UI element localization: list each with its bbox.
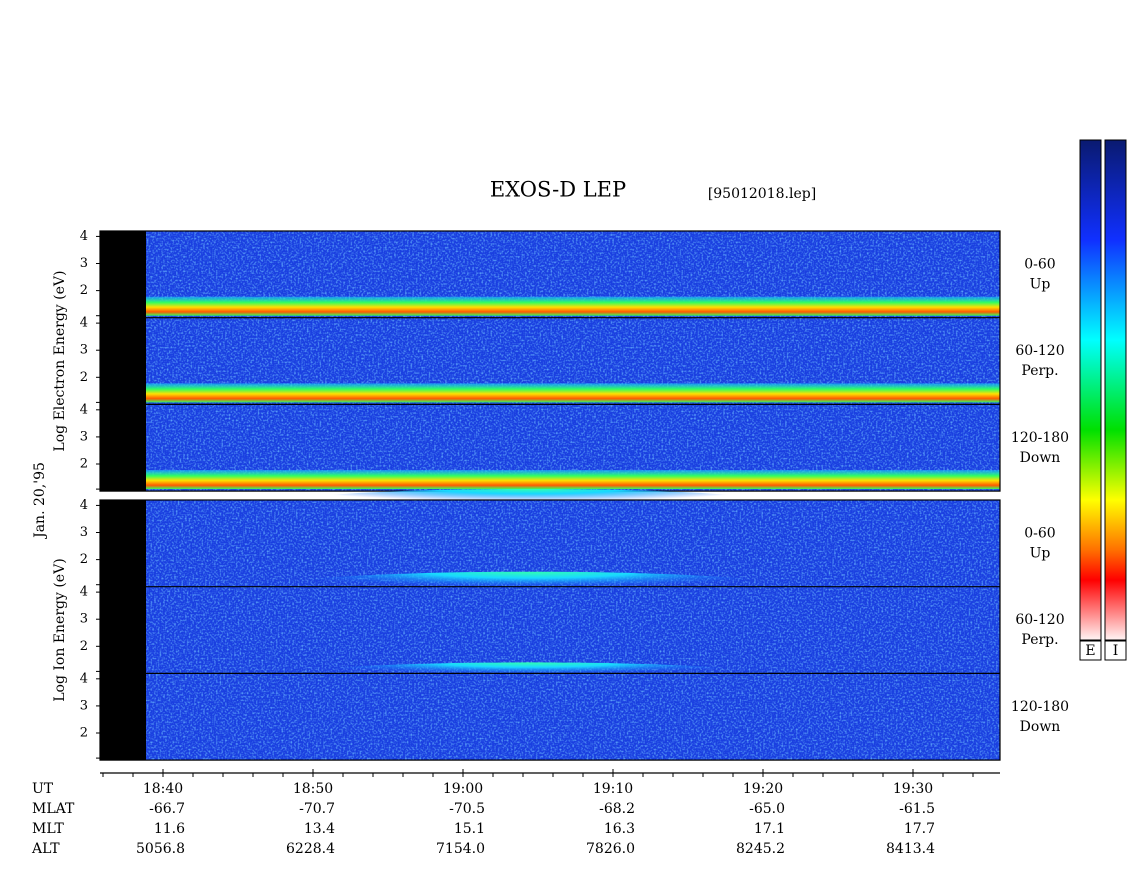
electron-band (145, 383, 1000, 403)
orbit-label: MLT (32, 821, 64, 837)
y-tick-label: 2 (80, 552, 88, 567)
x-tick-label: 19:00 (443, 781, 483, 797)
y-tick-label: 3 (80, 343, 88, 358)
title: EXOS-D LEP (490, 178, 626, 202)
strip-direction: Down (1020, 719, 1061, 735)
orbit-value: 16.3 (604, 821, 635, 837)
strip-direction: Down (1020, 450, 1061, 466)
strip-direction: Up (1030, 276, 1051, 292)
color-bar-label: E (1085, 643, 1095, 659)
y-tick-label: 4 (80, 671, 88, 686)
strip-direction: Up (1030, 545, 1051, 561)
color-bar (1079, 139, 1102, 641)
y-tick-label: 3 (80, 612, 88, 627)
ion-arc (300, 662, 760, 687)
orbit-value: 15.1 (454, 821, 485, 837)
color-bar (1104, 139, 1127, 641)
x-axis-label: UT (32, 781, 54, 797)
strip-angle: 60-120 (1015, 343, 1064, 359)
y-axis-label: Log Ion Energy (eV) (52, 558, 68, 701)
y-tick-label: 2 (80, 283, 88, 298)
strip-angle: 0-60 (1024, 256, 1055, 272)
electron-band (145, 296, 1000, 316)
color-bar-box (1104, 640, 1127, 661)
strip-angle: 60-120 (1015, 612, 1064, 628)
orbit-value: 5056.8 (136, 841, 185, 857)
orbit-value: 6228.4 (286, 841, 335, 857)
y-tick-label: 4 (80, 402, 88, 417)
strip-angle: 120-180 (1011, 430, 1069, 446)
electron-band (145, 470, 1000, 490)
y-tick-label: 2 (80, 726, 88, 741)
y-tick-label: 2 (80, 457, 88, 472)
y-tick-label: 3 (80, 698, 88, 713)
y-tick-label: 3 (80, 525, 88, 540)
orbit-value: -65.0 (749, 801, 785, 817)
x-tick-label: 19:30 (893, 781, 933, 797)
orbit-value: 8245.2 (736, 841, 785, 857)
data-gap (100, 500, 146, 761)
spectrogram-noise (100, 231, 1000, 492)
date-label: Jan. 20,'95 (32, 462, 48, 540)
orbit-value: 17.1 (754, 821, 785, 837)
orbit-value: 7826.0 (586, 841, 635, 857)
x-tick-label: 19:10 (593, 781, 633, 797)
file-name: [95012018.lep] (708, 186, 816, 202)
data-gap (100, 231, 146, 492)
spectrogram-noise (100, 500, 1000, 761)
strip-direction: Perp. (1021, 632, 1058, 648)
orbit-value: 8413.4 (886, 841, 935, 857)
orbit-label: ALT (31, 841, 60, 857)
orbit-value: 17.7 (904, 821, 935, 837)
y-tick-label: 4 (80, 498, 88, 513)
orbit-value: -66.7 (149, 801, 185, 817)
orbit-value: -61.5 (899, 801, 935, 817)
orbit-value: -68.2 (599, 801, 635, 817)
orbit-value: -70.7 (299, 801, 335, 817)
strip-direction: Perp. (1021, 363, 1058, 379)
y-tick-label: 4 (80, 229, 88, 244)
x-tick-label: 18:50 (293, 781, 333, 797)
y-tick-label: 3 (80, 256, 88, 271)
y-tick-label: 4 (80, 585, 88, 600)
color-bar-box (1079, 640, 1102, 661)
orbit-value: 11.6 (154, 821, 185, 837)
y-tick-label: 2 (80, 370, 88, 385)
color-bar-label: I (1113, 643, 1119, 659)
x-tick-label: 18:40 (143, 781, 183, 797)
orbit-value: -70.5 (449, 801, 485, 817)
orbit-value: 13.4 (304, 821, 335, 837)
panel-frame (99, 499, 1001, 761)
ion-arc (300, 489, 760, 513)
strip-angle: 120-180 (1011, 699, 1069, 715)
orbit-value: 7154.0 (436, 841, 485, 857)
y-tick-label: 4 (80, 316, 88, 331)
ion-arc (270, 571, 790, 604)
orbit-label: MLAT (32, 801, 75, 817)
y-axis-label: Log Electron Energy (eV) (52, 271, 68, 452)
strip-angle: 0-60 (1024, 525, 1055, 541)
y-tick-label: 2 (80, 639, 88, 654)
x-tick-label: 19:20 (743, 781, 783, 797)
y-tick-label: 3 (80, 429, 88, 444)
